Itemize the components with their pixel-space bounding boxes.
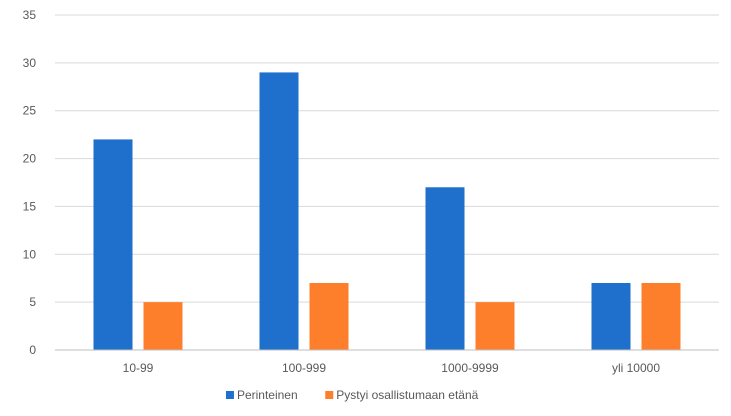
bar-perinteinen-3 (591, 283, 631, 350)
legend-label: Perinteinen (237, 388, 298, 402)
legend-label: Pystyi osallistumaan etänä (336, 388, 478, 402)
bar-etana-1 (309, 283, 349, 350)
y-gridlines (55, 14, 719, 303)
x-category-label: yli 10000 (612, 361, 660, 375)
y-tick-label: 15 (23, 199, 37, 213)
legend-swatch (225, 391, 234, 399)
bar-perinteinen-0 (93, 139, 133, 350)
y-tick-label: 25 (23, 104, 37, 118)
y-tick-label: 10 (23, 247, 37, 261)
bar-perinteinen-1 (259, 72, 299, 350)
bar-perinteinen-2 (425, 187, 465, 350)
x-category-label: 100-999 (282, 361, 326, 375)
y-axis-ticks: 0 5 10 15 20 25 30 35 (23, 8, 37, 357)
bar-etana-3 (641, 283, 681, 350)
x-category-label: 1000-9999 (441, 361, 499, 375)
y-tick-label: 30 (23, 56, 37, 70)
y-tick-label: 5 (29, 295, 36, 309)
bars (93, 72, 681, 350)
y-tick-label: 35 (23, 8, 37, 22)
x-axis-categories: 10-99 100-999 1000-9999 yli 10000 (123, 361, 661, 375)
x-category-label: 10-99 (123, 361, 154, 375)
y-tick-label: 0 (29, 343, 36, 357)
legend-swatch (325, 391, 334, 399)
bar-etana-0 (143, 302, 183, 350)
bar-etana-2 (475, 302, 515, 350)
legend: Perinteinen Pystyi osallistumaan etänä (225, 388, 479, 402)
y-tick-label: 20 (23, 152, 37, 166)
